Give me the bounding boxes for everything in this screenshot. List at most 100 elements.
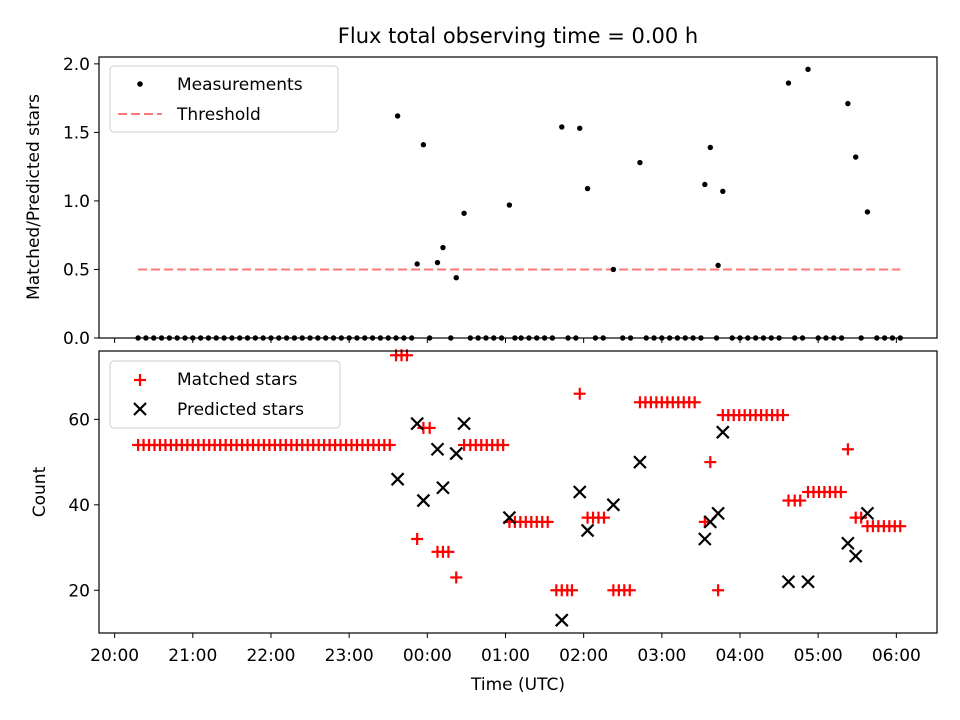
predicted-star-point bbox=[633, 455, 647, 469]
bottom-x-ticks: 20:00 21:00 22:00 23:00 00:00 01:00 02:00 03:00… bbox=[90, 633, 921, 666]
matched-star-point bbox=[565, 584, 578, 597]
predicted-star-point bbox=[711, 506, 725, 521]
bottom-x-tick-label: 20:00 bbox=[90, 646, 139, 666]
top-y-ticks: 0.0 0.5 1.0 1.5 2.0 bbox=[63, 55, 99, 349]
measurement-point bbox=[461, 210, 467, 216]
predicted-star-point bbox=[781, 574, 796, 589]
matched-star-point bbox=[383, 439, 396, 451]
predicted-star-point bbox=[698, 532, 712, 546]
count-points bbox=[132, 349, 907, 627]
measurement-point bbox=[577, 125, 583, 131]
top-y-tick-label: 1.0 bbox=[63, 192, 90, 212]
bottom-x-tick-label: 04:00 bbox=[716, 646, 765, 666]
predicted-star-point bbox=[430, 442, 445, 457]
bottom-x-tick-label: 05:00 bbox=[794, 646, 843, 666]
measurement-point bbox=[584, 185, 591, 192]
matched-star-point bbox=[450, 571, 463, 584]
matched-star-point bbox=[841, 443, 854, 456]
bottom-y-axis-label: Count bbox=[30, 466, 50, 517]
measurement-point bbox=[785, 80, 792, 86]
matched-star-point bbox=[423, 421, 436, 434]
predicted-star-point bbox=[416, 493, 431, 508]
matched-star-point bbox=[411, 533, 424, 545]
measurement-point bbox=[845, 100, 851, 107]
bottom-y-tick-label: 40 bbox=[68, 496, 90, 516]
bottom-x-tick-label: 02:00 bbox=[559, 646, 608, 666]
measurement-point bbox=[864, 209, 871, 215]
predicted-star-point bbox=[860, 506, 875, 521]
bottom-x-tick-label: 06:00 bbox=[872, 646, 921, 666]
bottom-x-tick-label: 23:00 bbox=[325, 646, 374, 666]
legend-measurements-marker bbox=[137, 81, 143, 87]
top-chart-title: Flux total observing time = 0.00 h bbox=[338, 24, 698, 48]
measurement-point bbox=[853, 154, 859, 160]
bottom-plot-frame bbox=[98, 350, 938, 634]
matched-star-point bbox=[597, 511, 610, 524]
matched-star-point bbox=[794, 494, 807, 507]
bottom-legend: Matched stars Predicted stars bbox=[109, 360, 341, 429]
predicted-star-point bbox=[716, 425, 730, 439]
predicted-star-point bbox=[390, 472, 405, 486]
matched-star-point bbox=[688, 396, 701, 409]
predicted-star-point bbox=[848, 549, 863, 563]
predicted-star-point bbox=[572, 485, 587, 499]
measurement-point bbox=[720, 188, 726, 195]
measurement-point bbox=[637, 159, 643, 166]
measurement-point bbox=[420, 142, 427, 148]
top-y-tick-label: 0.5 bbox=[63, 260, 90, 280]
legend-predicted-label: Predicted stars bbox=[177, 400, 304, 420]
legend-predicted-marker bbox=[133, 402, 147, 416]
bottom-x-tick-label: 00:00 bbox=[403, 646, 452, 666]
matched-star-point bbox=[704, 456, 717, 469]
bottom-legend-box bbox=[109, 360, 341, 429]
predicted-star-point bbox=[554, 613, 569, 627]
predicted-star-point bbox=[841, 536, 855, 551]
bottom-y-tick-label: 20 bbox=[68, 581, 90, 601]
measurement-point bbox=[414, 261, 420, 267]
bottom-x-tick-label: 21:00 bbox=[168, 646, 217, 666]
top-y-tick-label: 2.0 bbox=[63, 55, 90, 75]
legend-threshold-label: Threshold bbox=[176, 105, 261, 125]
top-y-tick-label: 1.5 bbox=[63, 123, 90, 143]
bottom-y-ticks: 20 40 60 bbox=[68, 410, 99, 601]
predicted-star-point bbox=[580, 523, 595, 538]
matched-star-point bbox=[541, 515, 554, 528]
predicted-star-point bbox=[436, 480, 450, 495]
matched-star-point bbox=[855, 511, 868, 524]
measurement-point bbox=[394, 113, 401, 119]
matched-star-point bbox=[834, 486, 847, 498]
matched-star-point bbox=[623, 584, 636, 597]
measurement-point bbox=[702, 181, 708, 188]
top-plot-frame bbox=[98, 56, 938, 339]
matched-star-point bbox=[573, 387, 586, 400]
top-x-ticks bbox=[114, 338, 897, 343]
matched-star-point bbox=[497, 439, 510, 451]
top-y-axis-label: Matched/Predicted stars bbox=[24, 94, 44, 300]
measurement-point bbox=[434, 259, 441, 266]
bottom-x-axis-label: Time (UTC) bbox=[470, 675, 565, 695]
bottom-x-tick-label: 22:00 bbox=[246, 646, 295, 666]
matched-star-point bbox=[894, 520, 907, 533]
measurement-point bbox=[453, 274, 459, 281]
matched-star-point bbox=[442, 545, 455, 558]
bottom-x-tick-label: 03:00 bbox=[637, 646, 686, 666]
measurement-point bbox=[715, 262, 721, 269]
measurement-point bbox=[506, 202, 513, 208]
measurement-point bbox=[707, 144, 714, 151]
bottom-y-tick-label: 60 bbox=[68, 410, 90, 430]
bottom-x-tick-label: 01:00 bbox=[481, 646, 530, 666]
top-legend-box bbox=[109, 65, 339, 133]
top-y-tick-label: 0.0 bbox=[63, 329, 90, 349]
predicted-star-point bbox=[606, 498, 621, 512]
predicted-star-point bbox=[801, 574, 815, 589]
predicted-star-point bbox=[502, 510, 517, 525]
measurement-point bbox=[440, 244, 446, 251]
legend-measurements-label: Measurements bbox=[177, 75, 303, 95]
measurement-point bbox=[805, 66, 811, 73]
top-legend: Measurements Threshold bbox=[109, 65, 339, 133]
measurement-point bbox=[559, 124, 565, 130]
legend-matched-marker bbox=[134, 374, 146, 386]
predicted-star-point bbox=[449, 446, 464, 461]
predicted-star-point bbox=[410, 416, 424, 431]
